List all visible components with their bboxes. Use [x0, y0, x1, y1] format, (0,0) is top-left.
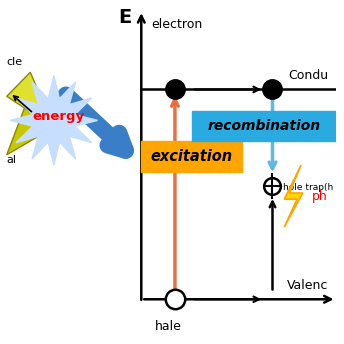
- Text: excitation: excitation: [151, 149, 233, 164]
- Polygon shape: [10, 76, 98, 165]
- Polygon shape: [7, 93, 54, 155]
- Text: hole trap(h: hole trap(h: [282, 183, 333, 192]
- Text: E: E: [118, 8, 131, 27]
- Polygon shape: [7, 72, 54, 127]
- Text: recombination: recombination: [207, 119, 321, 133]
- Text: Condu: Condu: [288, 69, 328, 82]
- Polygon shape: [284, 165, 303, 227]
- Text: al: al: [7, 155, 17, 165]
- Text: cle: cle: [7, 57, 23, 67]
- FancyBboxPatch shape: [192, 111, 336, 141]
- Text: energy: energy: [33, 110, 85, 123]
- Text: ph: ph: [312, 190, 328, 203]
- FancyBboxPatch shape: [141, 141, 242, 172]
- Text: hale: hale: [155, 320, 182, 333]
- Text: Valenc: Valenc: [287, 279, 328, 292]
- Text: electron: electron: [151, 18, 203, 31]
